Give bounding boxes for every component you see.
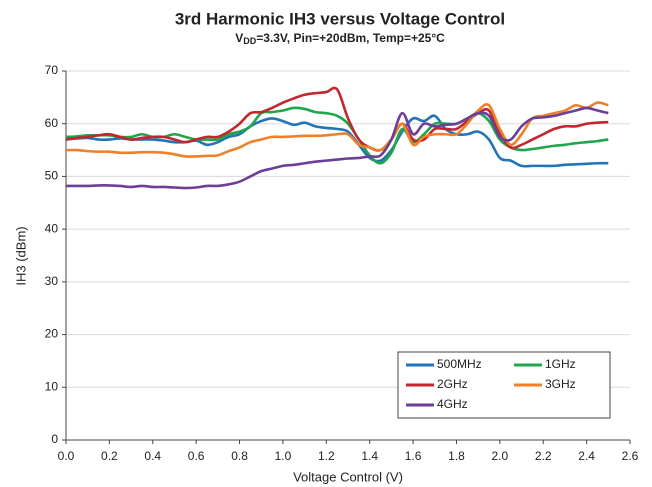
y-tick-label: 10 bbox=[45, 379, 59, 393]
legend-label: 2GHz bbox=[437, 377, 468, 391]
x-tick-label: 0.4 bbox=[144, 449, 161, 463]
x-tick-label: 0.0 bbox=[58, 449, 75, 463]
x-tick-label: 1.4 bbox=[361, 449, 378, 463]
x-tick-label: 0.2 bbox=[101, 449, 118, 463]
chart-subtitle: VDD=3.3V, Pin=+20dBm, Temp=+25°C bbox=[235, 31, 445, 46]
y-tick-label: 20 bbox=[45, 327, 59, 341]
y-tick-label: 60 bbox=[45, 116, 59, 130]
x-tick-label: 0.8 bbox=[231, 449, 248, 463]
series-line bbox=[65, 101, 609, 158]
y-tick-label: 50 bbox=[45, 169, 59, 183]
legend-label: 500MHz bbox=[437, 357, 482, 371]
x-tick-label: 1.2 bbox=[318, 449, 335, 463]
x-axis-label: Voltage Control (V) bbox=[293, 469, 403, 484]
x-tick-label: 2.2 bbox=[535, 449, 552, 463]
series-line bbox=[65, 114, 609, 168]
y-tick-label: 40 bbox=[45, 221, 59, 235]
x-tick-label: 0.6 bbox=[188, 449, 205, 463]
subtitle-sub: DD bbox=[243, 36, 256, 46]
subtitle-base: V bbox=[235, 31, 243, 45]
legend-label: 3GHz bbox=[545, 377, 576, 391]
x-tick-label: 1.0 bbox=[275, 449, 292, 463]
y-axis-label: IH3 (dBm) bbox=[13, 226, 28, 285]
series-line bbox=[65, 106, 609, 165]
legend-label: 4GHz bbox=[437, 397, 468, 411]
series-line bbox=[66, 106, 609, 190]
x-tick-label: 2.6 bbox=[622, 449, 639, 463]
series-line bbox=[65, 86, 609, 152]
legend-label: 1GHz bbox=[545, 357, 576, 371]
legend: 500MHz 1GHz 2GHz 3GHz 4GHz bbox=[397, 351, 611, 419]
x-tick-label: 2.4 bbox=[578, 449, 595, 463]
y-tick-label: 30 bbox=[45, 274, 59, 288]
y-tick-label: 0 bbox=[51, 432, 58, 446]
x-tick-label: 1.6 bbox=[405, 449, 422, 463]
x-tick-label: 1.8 bbox=[448, 449, 465, 463]
chart-title: 3rd Harmonic IH3 versus Voltage Control bbox=[175, 9, 505, 28]
x-tick-label: 2.0 bbox=[492, 449, 509, 463]
y-tick-label: 70 bbox=[45, 63, 59, 77]
subtitle-rest: =3.3V, Pin=+20dBm, Temp=+25°C bbox=[256, 31, 445, 45]
